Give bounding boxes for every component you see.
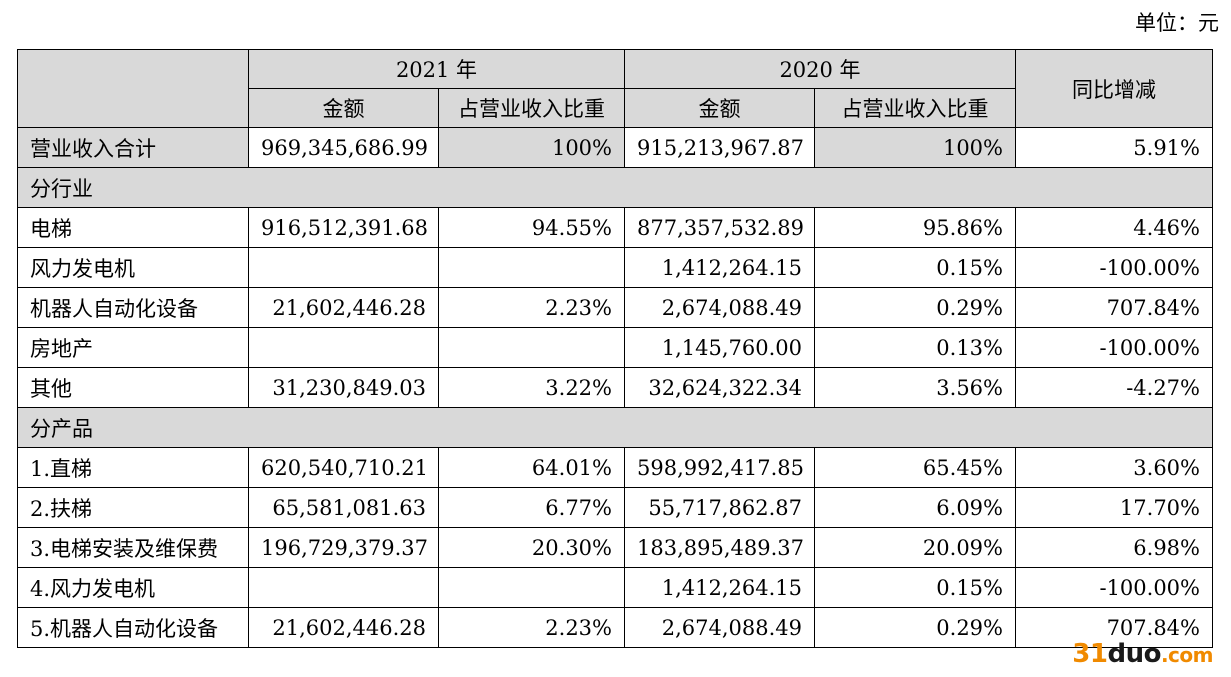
row-label: 其他 (17, 367, 249, 408)
amount-2021 (248, 567, 439, 608)
header-blank-cell (17, 49, 249, 128)
header-year-2020: 2020 年 (624, 49, 1016, 89)
share-2021 (438, 567, 625, 608)
header-row-years: 2021 年 2020 年 同比增减 (17, 49, 1213, 128)
header-year-2021: 2021 年 (248, 49, 625, 89)
amount-2020: 55,717,862.87 (624, 487, 815, 528)
header-share-2021: 占营业收入比重 (438, 88, 625, 128)
amount-2021: 65,581,081.63 (248, 487, 439, 528)
yoy-change: 6.98% (1015, 527, 1213, 568)
unit-label: 单位：元 (1135, 11, 1219, 35)
share-2020: 0.15% (814, 247, 1016, 288)
yoy-change: 17.70% (1015, 487, 1213, 528)
table-row: 房地产 1,145,760.00 0.13% -100.00% (17, 327, 1213, 368)
share-2021 (438, 327, 625, 368)
watermark-part1: 31 (1072, 639, 1108, 669)
share-2020: 0.29% (814, 607, 1016, 648)
share-2020: 0.15% (814, 567, 1016, 608)
header-row-metrics: 金额 占营业收入比重 金额 占营业收入比重 (18, 88, 1213, 128)
row-label: 5.机器人自动化设备 (17, 607, 249, 648)
row-label: 1.直梯 (17, 447, 249, 488)
watermark-part3: .com (1160, 643, 1214, 667)
row-label: 风力发电机 (17, 247, 249, 288)
row-label: 房地产 (17, 327, 249, 368)
row-label: 3.电梯安装及维保费 (17, 527, 249, 568)
header-amount-2020: 金额 (624, 88, 815, 128)
share-2020: 65.45% (814, 447, 1016, 488)
total-share-2020: 100% (814, 127, 1016, 168)
yoy-change: -100.00% (1015, 247, 1213, 288)
amount-2021: 21,602,446.28 (248, 607, 439, 648)
share-2021: 64.01% (438, 447, 625, 488)
share-2021 (438, 247, 625, 288)
total-row: 营业收入合计 969,345,686.99 100% 915,213,967.8… (17, 127, 1213, 168)
table-row: 电梯 916,512,391.68 94.55% 877,357,532.89 95.8… (17, 207, 1213, 248)
amount-2021: 31,230,849.03 (248, 367, 439, 408)
share-2020: 0.29% (814, 287, 1016, 328)
watermark-part2: duo (1107, 639, 1161, 669)
table-row: 其他 31,230,849.03 3.22% 32,624,322.34 3.56% -4… (17, 367, 1213, 408)
yoy-change: -100.00% (1015, 327, 1213, 368)
total-amount-2020: 915,213,967.87 (624, 127, 815, 168)
share-2020: 95.86% (814, 207, 1016, 248)
total-yoy: 5.91% (1015, 127, 1213, 168)
row-label: 机器人自动化设备 (17, 287, 249, 328)
share-2021: 20.30% (438, 527, 625, 568)
share-2021: 6.77% (438, 487, 625, 528)
yoy-change: 3.60% (1015, 447, 1213, 488)
table-row: 5.机器人自动化设备 21,602,446.28 2.23% 2,674,088.49… (17, 607, 1213, 648)
amount-2020: 2,674,088.49 (624, 607, 815, 648)
amount-2020: 32,624,322.34 (624, 367, 815, 408)
total-label: 营业收入合计 (17, 127, 249, 168)
amount-2021 (248, 247, 439, 288)
share-2020: 20.09% (814, 527, 1016, 568)
yoy-change: 4.46% (1015, 207, 1213, 248)
share-2020: 0.13% (814, 327, 1016, 368)
share-2021: 2.23% (438, 607, 625, 648)
amount-2021: 916,512,391.68 (248, 207, 439, 248)
amount-2021: 196,729,379.37 (248, 527, 439, 568)
share-2021: 3.22% (438, 367, 625, 408)
revenue-table: 2021 年 2020 年 同比增减 金额 占营业收入比重 金额 占营业收入比重… (17, 49, 1213, 648)
row-label: 2.扶梯 (17, 487, 249, 528)
share-2020: 6.09% (814, 487, 1016, 528)
table-row: 3.电梯安装及维保费 196,729,379.37 20.30% 183,895,48… (17, 527, 1213, 568)
table-row: 4.风力发电机 1,412,264.15 0.15% -100.00% (17, 567, 1213, 608)
table-row: 1.直梯 620,540,710.21 64.01% 598,992,417.85 65… (17, 447, 1213, 488)
amount-2020: 877,357,532.89 (624, 207, 815, 248)
section-row: 分行业 (17, 167, 1213, 208)
amount-2020: 598,992,417.85 (624, 447, 815, 488)
share-2021: 94.55% (438, 207, 625, 248)
yoy-change: 707.84% (1015, 607, 1213, 648)
section-title: 分行业 (17, 167, 1213, 208)
amount-2021: 620,540,710.21 (248, 447, 439, 488)
yoy-change: 707.84% (1015, 287, 1213, 328)
yoy-change: -4.27% (1015, 367, 1213, 408)
amount-2020: 183,895,489.37 (624, 527, 815, 568)
section-row: 分产品 (17, 407, 1213, 448)
table-row: 机器人自动化设备 21,602,446.28 2.23% 2,674,088.49 0.… (17, 287, 1213, 328)
section-title: 分产品 (17, 407, 1213, 448)
amount-2020: 2,674,088.49 (624, 287, 815, 328)
watermark-logo: 31duo.com (1072, 639, 1213, 669)
amount-2020: 1,412,264.15 (624, 567, 815, 608)
yoy-change: -100.00% (1015, 567, 1213, 608)
amount-2021: 21,602,446.28 (248, 287, 439, 328)
amount-2020: 1,145,760.00 (624, 327, 815, 368)
total-share-2021: 100% (438, 127, 625, 168)
header-share-2020: 占营业收入比重 (814, 88, 1016, 128)
total-amount-2021: 969,345,686.99 (248, 127, 439, 168)
amount-2021 (248, 327, 439, 368)
table-row: 2.扶梯 65,581,081.63 6.77% 55,717,862.87 6.09%… (17, 487, 1213, 528)
header-amount-2021: 金额 (248, 88, 439, 128)
share-2021: 2.23% (438, 287, 625, 328)
row-label: 4.风力发电机 (17, 567, 249, 608)
amount-2020: 1,412,264.15 (624, 247, 815, 288)
share-2020: 3.56% (814, 367, 1016, 408)
table-row: 风力发电机 1,412,264.15 0.15% -100.00% (17, 247, 1213, 288)
header-yoy: 同比增减 (1015, 49, 1213, 128)
row-label: 电梯 (17, 207, 249, 248)
